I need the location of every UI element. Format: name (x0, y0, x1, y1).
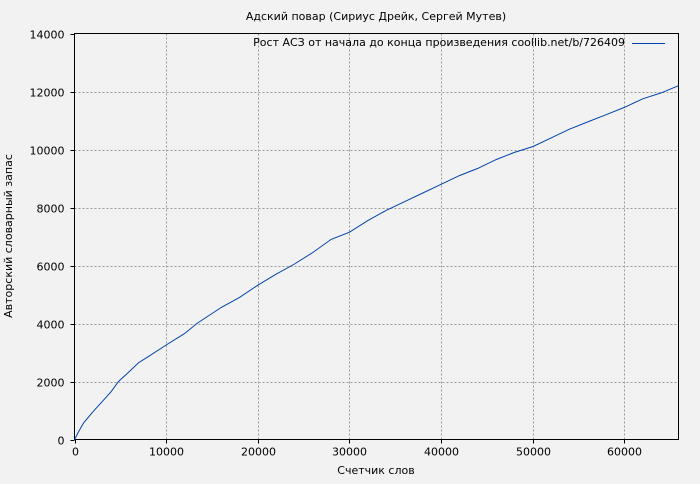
x-tick-label: 20000 (241, 446, 276, 459)
y-tick-label: 0 (58, 435, 65, 448)
y-tick-label: 10000 (30, 145, 65, 158)
legend: Рост АСЗ от начала до конца произведения… (253, 36, 665, 49)
x-tick-label: 0 (72, 446, 79, 459)
x-tick-label: 60000 (607, 446, 642, 459)
x-tick-label: 50000 (516, 446, 551, 459)
plot-frame (74, 33, 679, 440)
series-line (74, 85, 679, 440)
x-tick-label: 40000 (424, 446, 459, 459)
chart-title: Адский повар (Сириус Дрейк, Сергей Мутев… (246, 10, 506, 23)
x-axis-label: Счетчик слов (337, 464, 414, 477)
series (74, 85, 679, 440)
grid (74, 33, 679, 440)
y-axis-label: Авторский словарный запас (2, 154, 15, 318)
x-tick-label: 30000 (332, 446, 367, 459)
x-tick-label: 10000 (149, 446, 184, 459)
y-tick-label: 14000 (30, 29, 65, 42)
ticks: 0 10000 20000 30000 40000 50000 60000 0 2000 4000… (30, 29, 643, 459)
y-tick-label: 4000 (37, 319, 65, 332)
y-tick-label: 8000 (37, 203, 65, 216)
y-tick-label: 12000 (30, 87, 65, 100)
y-tick-label: 2000 (37, 377, 65, 390)
y-tick-label: 6000 (37, 261, 65, 274)
legend-label: Рост АСЗ от начала до конца произведения… (253, 36, 625, 49)
